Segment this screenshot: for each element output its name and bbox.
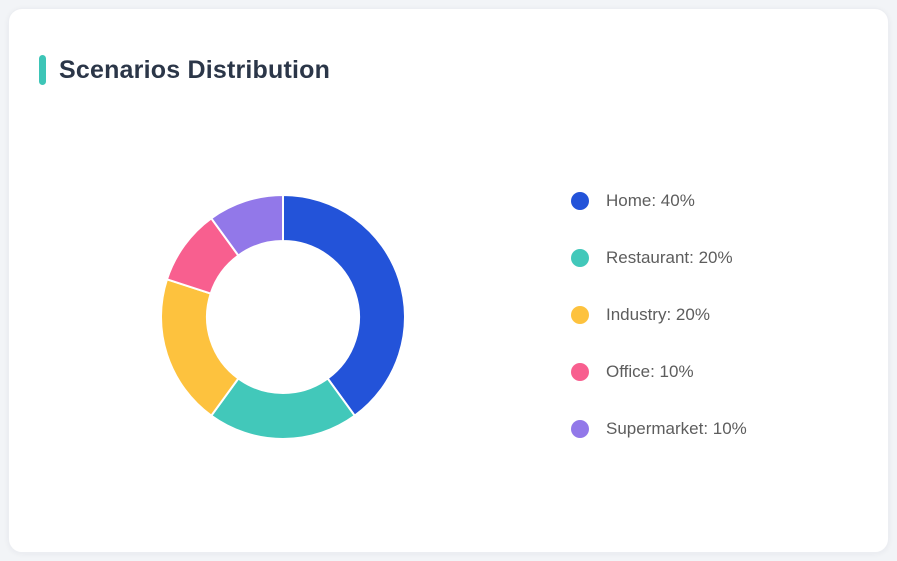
donut-chart[interactable] xyxy=(153,187,413,447)
card-title: Scenarios Distribution xyxy=(59,55,331,84)
legend-label-office: Office: 10% xyxy=(606,362,694,381)
legend-item-home[interactable]: Home: 40% xyxy=(571,191,747,210)
legend-label-home: Home: 40% xyxy=(606,191,695,210)
legend-item-office[interactable]: Office: 10% xyxy=(571,362,747,381)
card-header: Scenarios Distribution xyxy=(39,55,330,85)
legend-item-supermarket[interactable]: Supermarket: 10% xyxy=(571,419,747,438)
donut-slice-supermarket[interactable] xyxy=(210,194,284,257)
legend-label-restaurant: Restaurant: 20% xyxy=(606,248,733,267)
legend-dot-home xyxy=(571,192,589,210)
legend-dot-restaurant xyxy=(571,249,589,267)
donut-chart-area: Home: 40% Restaurant: 20% Industry: 20% Off… xyxy=(9,9,888,552)
legend-dot-office xyxy=(571,363,589,381)
legend-item-industry[interactable]: Industry: 20% xyxy=(571,305,747,324)
title-accent-bar xyxy=(39,55,46,85)
scenarios-distribution-card: Scenarios Distribution Home: 40% Restaura… xyxy=(8,8,889,553)
chart-legend: Home: 40% Restaurant: 20% Industry: 20% Off… xyxy=(571,191,747,438)
legend-label-industry: Industry: 20% xyxy=(606,305,710,324)
legend-dot-supermarket xyxy=(571,420,589,438)
legend-item-restaurant[interactable]: Restaurant: 20% xyxy=(571,248,747,267)
legend-label-supermarket: Supermarket: 10% xyxy=(606,419,747,438)
legend-dot-industry xyxy=(571,306,589,324)
donut-slice-home[interactable] xyxy=(282,194,406,417)
donut-slice-industry[interactable] xyxy=(160,278,240,417)
